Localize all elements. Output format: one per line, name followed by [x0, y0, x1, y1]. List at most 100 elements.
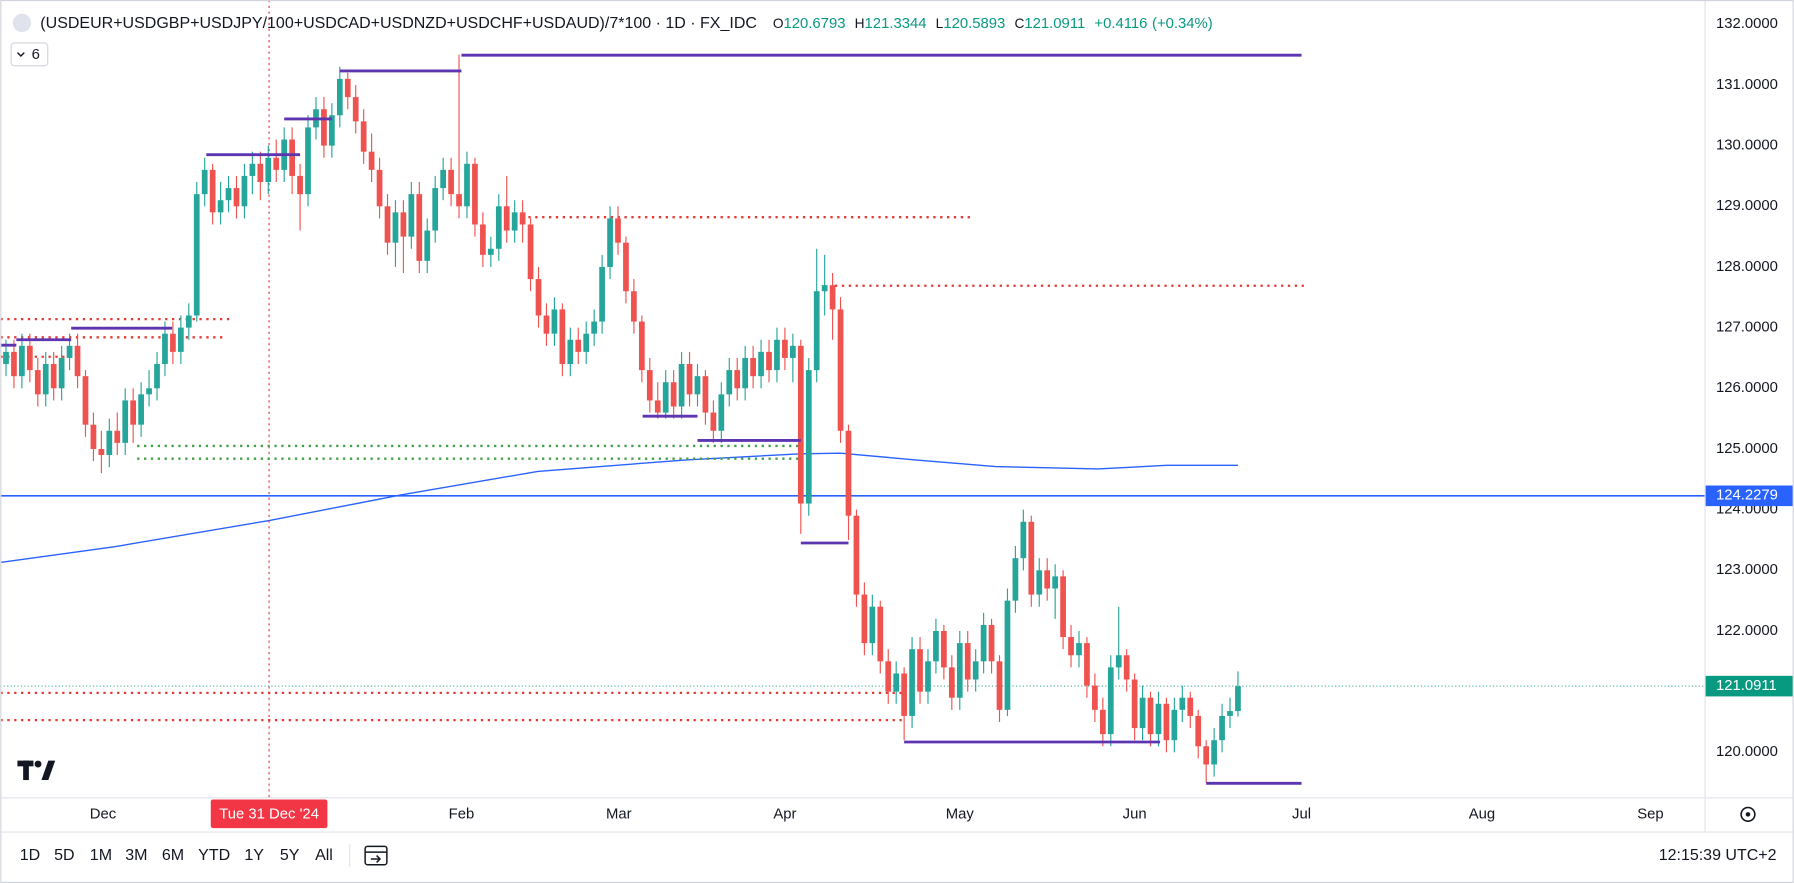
candle-body	[440, 169, 447, 189]
candle-body	[3, 351, 9, 365]
candle-body	[805, 370, 812, 504]
candle-body	[384, 206, 391, 243]
candle-body	[487, 248, 494, 255]
candle-body	[114, 430, 121, 443]
crosshair-date-tag	[210, 799, 328, 829]
candle-body	[1099, 709, 1106, 735]
axis-layer: 120.0000121.0000122.0000123.0000124.0000…	[90, 16, 1793, 829]
badge-count: 6	[32, 47, 40, 63]
indicator-badge[interactable]	[10, 42, 49, 67]
candle-body	[1068, 637, 1074, 656]
candle-body	[1155, 703, 1162, 735]
x-tick-label: May	[946, 806, 975, 822]
y-tick-label: 132.0000	[1716, 16, 1778, 32]
candle-body	[821, 285, 828, 292]
candle-body	[813, 291, 820, 371]
candle-body	[750, 357, 756, 377]
y-tick-label: 125.0000	[1716, 441, 1778, 457]
candle-body	[297, 175, 303, 195]
candle-body	[1084, 643, 1090, 686]
candle-body	[1107, 667, 1114, 735]
range-button[interactable]: 5Y	[280, 847, 300, 864]
range-button[interactable]: 6M	[162, 847, 184, 864]
candle-body	[782, 339, 788, 358]
candle-body	[241, 175, 248, 207]
candle-body	[432, 188, 439, 231]
candle-body	[289, 139, 295, 176]
candle-body	[193, 194, 200, 316]
settings-icon[interactable]	[1740, 806, 1756, 823]
range-button[interactable]: 3M	[125, 847, 147, 864]
crosshair-date-label: Tue 31 Dec '24	[219, 806, 319, 822]
calendar-box	[364, 845, 388, 866]
candle-body	[249, 163, 256, 176]
symbol-title: (USDEUR+USDGBP+USDJPY/100+USDCAD+USDNZD+…	[40, 15, 757, 32]
candle-body	[662, 382, 669, 413]
x-tick-label: Aug	[1469, 806, 1495, 822]
range-button[interactable]: 1D	[20, 847, 40, 864]
candle-body	[583, 333, 590, 352]
candle-body	[702, 376, 709, 413]
candle-body	[336, 78, 343, 116]
candle-body	[448, 169, 454, 195]
y-tick-label: 128.0000	[1716, 259, 1778, 275]
candle-body	[869, 606, 876, 644]
y-tick-label: 127.0000	[1716, 320, 1778, 336]
range-button[interactable]: 5D	[54, 847, 74, 864]
range-button[interactable]: YTD	[198, 847, 230, 864]
clock[interactable]: 12:15:39 UTC+2	[1659, 847, 1777, 864]
candle-body	[591, 321, 598, 334]
candle-body	[1052, 576, 1059, 589]
candle-body	[368, 151, 375, 170]
candle-body	[1044, 570, 1051, 589]
candle-body	[909, 649, 915, 716]
candle-body	[329, 115, 335, 146]
candle-body	[1187, 697, 1194, 716]
candle-body	[90, 424, 97, 449]
candle-body	[1203, 746, 1210, 765]
x-tick-label: Dec	[90, 806, 117, 822]
front-layer	[0, 53, 1302, 785]
range-button[interactable]: 1Y	[244, 847, 264, 864]
x-tick-label: Feb	[449, 806, 475, 822]
candle-body	[575, 339, 582, 352]
badge-chevron	[16, 52, 25, 58]
settings-dot	[1745, 812, 1751, 817]
candle-body	[980, 624, 987, 662]
candle-body	[495, 206, 502, 249]
candle-body	[790, 345, 796, 358]
candle-body	[1060, 576, 1066, 638]
candle-body	[122, 400, 129, 443]
candle-body	[352, 97, 359, 122]
candle-body	[861, 594, 868, 644]
range-button[interactable]: All	[315, 847, 333, 864]
candle-body	[1036, 570, 1043, 595]
candle-body	[1020, 521, 1027, 559]
y-tick-label: 126.0000	[1716, 380, 1778, 396]
range-button[interactable]: 1M	[90, 847, 112, 864]
candle-body	[694, 376, 701, 395]
candle-body	[1076, 643, 1082, 656]
ohlc-value: 120.5893	[943, 16, 1005, 32]
candle-body	[964, 643, 971, 680]
candle-body	[551, 309, 558, 334]
candle-body	[1219, 715, 1225, 741]
candle-body	[742, 357, 749, 389]
candle-body	[170, 333, 176, 352]
candle-body	[559, 309, 566, 365]
candle-body	[1179, 697, 1186, 710]
candle-body	[837, 309, 844, 431]
candle-body	[1012, 558, 1019, 601]
calendar-arrow	[370, 855, 382, 863]
candle-body	[996, 661, 1003, 710]
candle-body	[607, 218, 613, 267]
candle-body	[273, 157, 280, 170]
candle-body	[877, 606, 884, 662]
candle-body	[209, 169, 216, 213]
candle-body	[376, 169, 383, 207]
ohlc-label: C	[1014, 16, 1024, 31]
candle-body	[670, 382, 677, 407]
goto-date-icon[interactable]	[364, 845, 388, 866]
candle-body	[1211, 740, 1217, 765]
